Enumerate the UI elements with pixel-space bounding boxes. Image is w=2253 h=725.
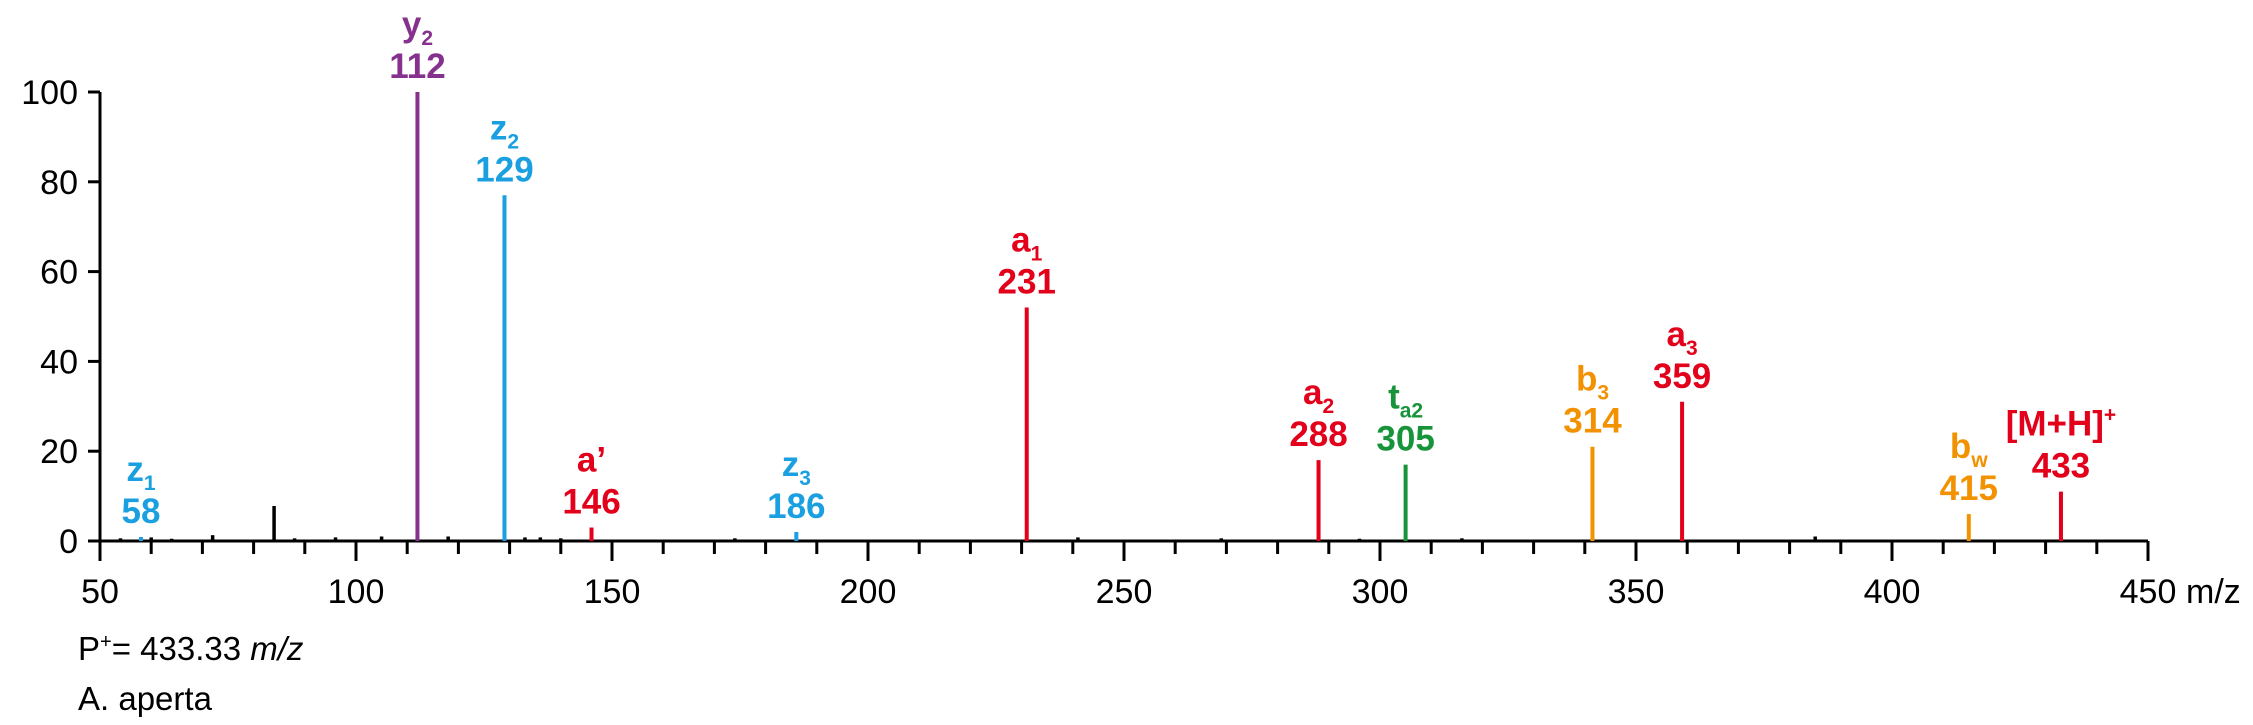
y-tick-label: 60 (40, 254, 78, 292)
species-caption: A. aperta (78, 680, 212, 717)
y-tick-label: 0 (59, 523, 78, 561)
x-tick-label: 300 (1352, 573, 1409, 611)
y-tick-label: 80 (40, 164, 78, 202)
peak-mass-label: 146 (562, 483, 620, 522)
chart-axes: 0 20 40 60 80 100 50 100 150 200 250 300 350 400 450 m/… (21, 74, 2241, 611)
peak-ion-label: ta2 (1388, 378, 1423, 423)
y-tick-label: 20 (40, 433, 78, 471)
peak-mass-label: 186 (767, 487, 825, 526)
peak-mass-label: 288 (1289, 415, 1347, 454)
x-tick-label: 150 (584, 573, 641, 611)
peak-ion-label: z3 (782, 445, 811, 490)
peak-ion-label: a’ (577, 441, 606, 480)
peak-mass-label: 314 (1563, 402, 1622, 441)
mass-spectrum-chart: 0 20 40 60 80 100 50 100 150 200 250 300 350 400 450 m/… (21, 5, 2241, 611)
x-tick-label: 50 (81, 573, 119, 611)
x-tick-label: 450 (2120, 573, 2177, 611)
x-axis-unit-label: m/z (2186, 573, 2241, 611)
x-tick-label: 400 (1864, 573, 1921, 611)
peak-ion-label: a3 (1667, 315, 1698, 360)
precursor-charge: + (100, 631, 112, 653)
precursor-unit: m/z (250, 630, 304, 667)
peak-ion-label: a1 (1011, 221, 1042, 266)
peak-mass-label: 231 (998, 263, 1056, 302)
peak-ion-label: b3 (1576, 360, 1609, 405)
precursor-caption: P+= 433.33 m/z (78, 630, 303, 668)
peak-ion-label: [M+H]+ (2006, 404, 2116, 444)
peak-ion-label: z2 (490, 108, 519, 153)
precursor-prefix: P (78, 630, 101, 667)
peak-mass-label: 433 (2032, 447, 2090, 486)
x-tick-label: 100 (328, 573, 385, 611)
y-tick-label: 40 (40, 343, 78, 381)
peak-ion-label: z1 (126, 450, 156, 495)
y-tick-label: 100 (21, 74, 78, 112)
peak-mass-label: 415 (1940, 469, 1998, 508)
minor-peak-group (118, 505, 1817, 541)
x-tick-label: 350 (1608, 573, 1665, 611)
peak-mass-label: 58 (121, 492, 160, 531)
precursor-value: = 433.33 (111, 630, 251, 667)
peak-mass-label: 359 (1653, 357, 1711, 396)
x-tick-label: 200 (840, 573, 897, 611)
peak-ion-label: bw (1950, 427, 1988, 472)
peak-ion-label: a2 (1303, 373, 1334, 418)
peak-ion-label: y2 (402, 5, 433, 50)
peak-mass-label: 112 (389, 47, 445, 86)
peak-mass-label: 129 (475, 150, 533, 189)
peak-mass-label: 305 (1376, 420, 1434, 459)
x-tick-label: 250 (1096, 573, 1153, 611)
